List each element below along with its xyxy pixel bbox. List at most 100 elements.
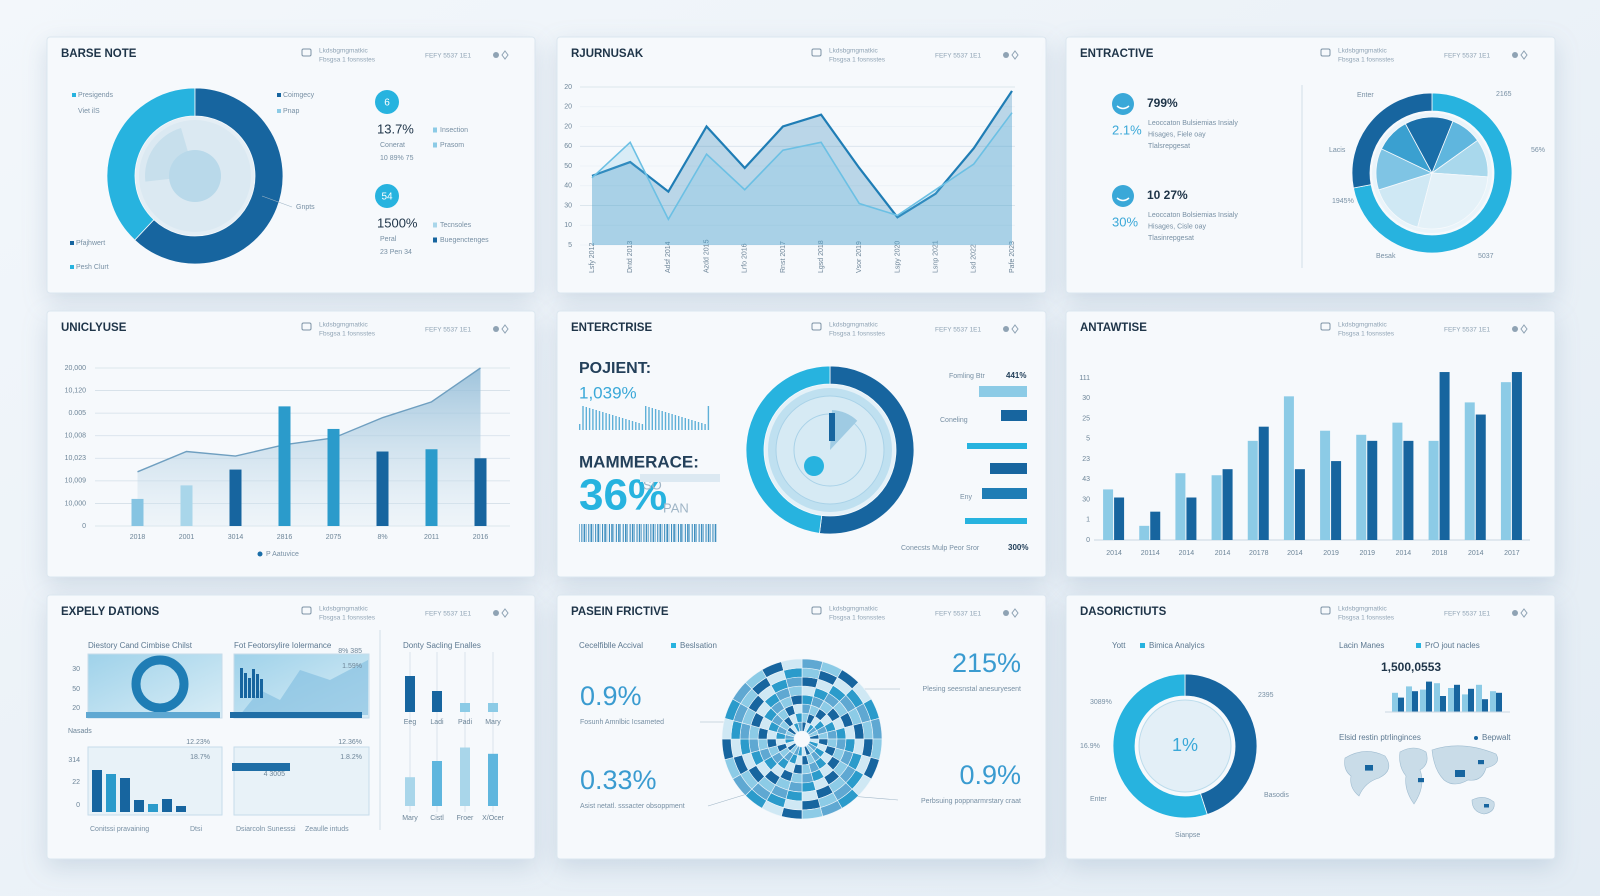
barcode	[659, 524, 662, 542]
pie-label: Enter	[1357, 92, 1374, 99]
x-tick-label: Azdd 2015	[703, 239, 710, 273]
barcode	[613, 524, 615, 542]
barcode	[689, 524, 690, 542]
bar	[982, 488, 1027, 499]
barcode	[654, 524, 656, 542]
bar	[229, 469, 242, 526]
bar	[1211, 475, 1222, 540]
sparkline-bar	[585, 407, 587, 430]
legend-item: Pfajhwert	[76, 240, 105, 247]
list-value: 300%	[1008, 543, 1028, 552]
tile-ring	[131, 655, 189, 713]
area-line	[137, 367, 481, 473]
mosaic-cell	[757, 738, 769, 751]
sparkline-bar	[612, 415, 614, 430]
note: Bepwalt	[1482, 733, 1511, 742]
tile-bar	[248, 678, 251, 698]
bar	[1001, 410, 1027, 421]
tag: Tecnsoles	[440, 222, 472, 229]
sparkline-bar	[664, 412, 667, 430]
sparkline-bar	[635, 422, 637, 430]
bar	[1247, 440, 1258, 540]
donut-center: 1%	[1172, 735, 1198, 755]
tile-bar	[252, 669, 255, 698]
pie-slice	[1417, 172, 1489, 230]
sparkline-bar	[641, 424, 644, 430]
panel-title: ENTERCTRISE	[571, 322, 652, 334]
header-icon	[301, 322, 312, 331]
sparkline-bar	[582, 406, 584, 430]
panel	[556, 36, 1047, 294]
y-tick-label: 10	[564, 222, 572, 229]
bar	[162, 799, 172, 812]
bar	[1398, 697, 1404, 712]
barcode	[638, 524, 641, 542]
tile-bar	[240, 668, 243, 698]
bar	[1406, 686, 1412, 712]
header-text: FEFY 5537 1E1	[935, 327, 982, 334]
line	[591, 112, 1013, 222]
legend-swatch	[70, 265, 74, 269]
pie-slice	[1352, 92, 1513, 254]
y-tick-label: 111	[1079, 375, 1090, 382]
axis-label: 0	[76, 802, 80, 809]
header-text: Lkdsbgmgmatkic	[319, 322, 369, 329]
bar	[965, 518, 1027, 524]
barcode	[650, 524, 652, 542]
kpi-label: Conerat	[380, 142, 405, 149]
panel	[1065, 594, 1556, 860]
kpi-sub: 23 Pen 34	[380, 249, 412, 256]
bar	[1356, 434, 1367, 540]
bar	[1434, 683, 1440, 712]
kpi-line: Hisages, Cisle oay	[1148, 223, 1206, 230]
barcode	[707, 524, 710, 542]
area	[592, 112, 1012, 245]
bar	[1103, 489, 1114, 540]
y-tick-label: 0	[1086, 537, 1090, 544]
bar	[432, 761, 442, 806]
total: 1,500,0553	[1381, 660, 1441, 674]
y-tick-label: 40	[564, 183, 572, 190]
header-text: FEFY 5537 1E1	[1444, 611, 1491, 618]
header-text: Lkdsbgmgmatkic	[829, 322, 879, 329]
x-tick-label: Lsd 2022	[971, 244, 978, 273]
bar	[1490, 691, 1496, 712]
bar	[1392, 692, 1398, 712]
header-text: Fbsgsa 1 fosnsstes	[1338, 615, 1395, 622]
header-text: Lkdsbgmgmatkic	[319, 48, 369, 55]
caption: Dsiarcoln Sunesssi	[236, 826, 296, 833]
header-text: FEFY 5537 1E1	[935, 611, 982, 618]
legend-item: Gnpts	[296, 204, 315, 211]
barcode	[657, 524, 659, 542]
x-tick-label: 2018	[1432, 550, 1448, 557]
sparkline-bar	[602, 412, 604, 430]
y-tick-label: 20	[564, 123, 572, 130]
kpi-heading: MAMMERACE:	[579, 452, 699, 471]
bar	[106, 774, 116, 812]
map-region	[1344, 751, 1390, 797]
kpi-sub: 2.1%	[1112, 122, 1142, 137]
bar	[488, 753, 498, 806]
barcode	[666, 524, 668, 542]
bar	[990, 463, 1027, 474]
sparkline-bar	[625, 419, 627, 430]
x-tick-label: Pafe 2023	[1009, 241, 1016, 273]
header-icon	[1320, 48, 1331, 57]
x-tick-label: 8%	[377, 534, 387, 541]
kpi-label: Peral	[380, 236, 397, 243]
bar	[376, 451, 389, 526]
pie-label: 1945%	[1332, 198, 1354, 205]
barcode	[606, 524, 608, 542]
tile-label: 12.36%	[338, 739, 362, 746]
leader	[849, 795, 899, 801]
header-text: Fbsgsa 1 fosnsstes	[1338, 331, 1395, 338]
kpi-icon-glyph	[1116, 105, 1130, 110]
bar	[488, 703, 498, 712]
list-label: Coneling	[940, 417, 968, 424]
y-tick-label: 23	[1082, 456, 1090, 463]
header-icon	[501, 50, 509, 60]
legend-item: Presigends	[78, 92, 114, 99]
bar	[1420, 689, 1426, 712]
bar	[1482, 699, 1488, 712]
x-tick-label: Adsf 2014	[665, 241, 672, 273]
